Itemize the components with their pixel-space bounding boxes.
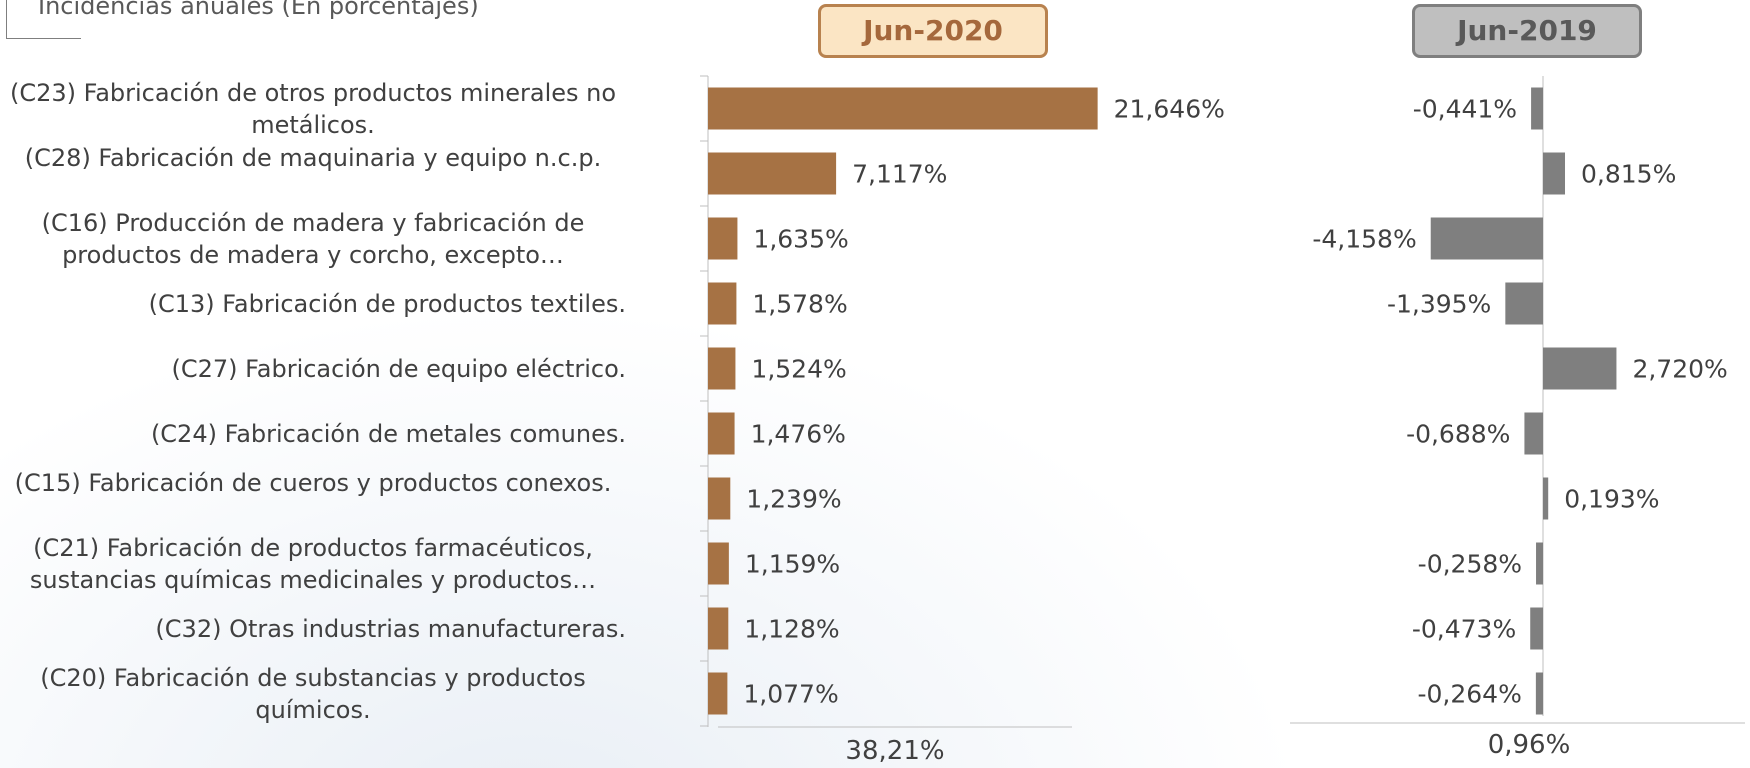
bar-2019 bbox=[1505, 282, 1543, 325]
bar-2019 bbox=[1524, 412, 1543, 455]
bar-2020 bbox=[708, 607, 729, 650]
category-label: (C20) Fabricación de substancias y produ… bbox=[40, 663, 586, 724]
category-label: (C32) Otras industrias manufactureras. bbox=[155, 614, 626, 643]
bar-2020 bbox=[708, 672, 728, 715]
data-label-2020: 21,646% bbox=[1114, 95, 1225, 124]
series-header-2020: Jun-2020 bbox=[818, 4, 1048, 58]
data-label-2019: -0,264% bbox=[1418, 680, 1522, 709]
bar-2020 bbox=[708, 282, 737, 325]
data-label-2019: -0,441% bbox=[1413, 95, 1517, 124]
subtitle-frame bbox=[6, 0, 81, 39]
data-label-2020: 7,117% bbox=[852, 160, 947, 189]
category-label: (C15) Fabricación de cueros y productos … bbox=[14, 468, 612, 497]
data-label-2019: 0,193% bbox=[1564, 485, 1659, 514]
bar-2020 bbox=[708, 542, 729, 585]
bar-2019 bbox=[1536, 542, 1543, 585]
data-label-2020: 1,578% bbox=[752, 290, 847, 319]
chart-subtitle: Incidencias anuales (En porcentajes) bbox=[38, 0, 479, 20]
bar-2019 bbox=[1543, 347, 1617, 390]
total-2020: 38,21% bbox=[845, 736, 945, 766]
data-label-2020: 1,159% bbox=[745, 550, 840, 579]
category-label: (C27) Fabricación de equipo eléctrico. bbox=[171, 354, 627, 383]
bar-2020 bbox=[708, 87, 1098, 130]
total-2019: 0,96% bbox=[1487, 730, 1571, 760]
data-label-2020: 1,524% bbox=[751, 355, 846, 384]
data-label-2019: -0,258% bbox=[1418, 550, 1522, 579]
data-label-2019: -0,688% bbox=[1406, 420, 1510, 449]
bar-2019 bbox=[1535, 672, 1543, 715]
category-label: (C13) Fabricación de productos textiles. bbox=[148, 289, 626, 318]
bar-2019 bbox=[1543, 152, 1566, 195]
bar-2020 bbox=[708, 347, 736, 390]
data-label-2019: -1,395% bbox=[1387, 290, 1491, 319]
data-label-2020: 1,239% bbox=[746, 485, 841, 514]
data-label-2019: -0,473% bbox=[1412, 615, 1516, 644]
category-label: (C28) Fabricación de maquinaria y equipo… bbox=[24, 143, 602, 172]
series-header-2019: Jun-2019 bbox=[1412, 4, 1642, 58]
bar-2019 bbox=[1531, 87, 1543, 130]
data-label-2020: 1,476% bbox=[751, 420, 846, 449]
bar-2020 bbox=[708, 152, 837, 195]
data-label-2019: -4,158% bbox=[1312, 225, 1416, 254]
data-label-2019: 0,815% bbox=[1581, 160, 1676, 189]
bar-2020 bbox=[708, 412, 735, 455]
category-label: (C21) Fabricación de productos farmacéut… bbox=[29, 533, 597, 594]
bar-2019 bbox=[1530, 607, 1543, 650]
category-label: (C24) Fabricación de metales comunes. bbox=[150, 419, 626, 448]
data-label-2019: 2,720% bbox=[1632, 355, 1727, 384]
category-label: (C16) Producción de madera y fabricación… bbox=[41, 208, 585, 269]
data-label-2020: 1,128% bbox=[744, 615, 839, 644]
category-label: (C23) Fabricación de otros productos min… bbox=[9, 78, 617, 139]
data-label-2020: 1,635% bbox=[753, 225, 848, 254]
bar-2020 bbox=[708, 217, 738, 260]
bar-2020 bbox=[708, 477, 731, 520]
bar-2019 bbox=[1430, 217, 1543, 260]
data-label-2020: 1,077% bbox=[743, 680, 838, 709]
bar-2019 bbox=[1543, 477, 1549, 520]
